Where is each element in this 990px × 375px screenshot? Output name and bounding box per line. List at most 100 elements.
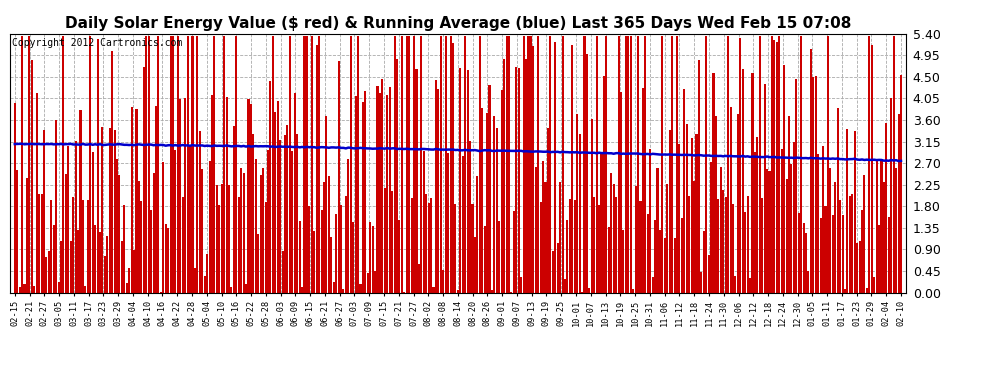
- Bar: [518, 68, 520, 292]
- Bar: [335, 214, 338, 292]
- Bar: [486, 113, 488, 292]
- Bar: [167, 228, 169, 292]
- Bar: [551, 251, 553, 292]
- Bar: [146, 36, 148, 292]
- Bar: [853, 131, 855, 292]
- Bar: [586, 54, 588, 292]
- Bar: [445, 36, 446, 292]
- Bar: [121, 241, 123, 292]
- Bar: [659, 231, 661, 292]
- Bar: [313, 231, 315, 292]
- Bar: [649, 150, 651, 292]
- Bar: [289, 36, 291, 292]
- Bar: [243, 173, 245, 292]
- Bar: [155, 106, 157, 292]
- Bar: [705, 36, 707, 292]
- Bar: [635, 186, 637, 292]
- Bar: [62, 36, 64, 292]
- Bar: [686, 124, 688, 292]
- Bar: [352, 222, 354, 292]
- Bar: [776, 42, 778, 292]
- Bar: [148, 36, 149, 292]
- Bar: [96, 39, 99, 292]
- Bar: [820, 218, 822, 292]
- Bar: [276, 101, 279, 292]
- Bar: [693, 181, 695, 292]
- Bar: [848, 196, 850, 292]
- Bar: [851, 194, 853, 292]
- Bar: [798, 213, 800, 292]
- Bar: [131, 107, 133, 292]
- Bar: [19, 287, 21, 292]
- Bar: [842, 215, 843, 292]
- Bar: [26, 178, 28, 292]
- Bar: [169, 36, 171, 292]
- Bar: [661, 36, 663, 292]
- Bar: [299, 221, 301, 292]
- Bar: [758, 36, 760, 292]
- Bar: [673, 238, 675, 292]
- Bar: [284, 135, 286, 292]
- Bar: [640, 201, 642, 292]
- Bar: [858, 242, 860, 292]
- Bar: [389, 87, 391, 292]
- Bar: [749, 278, 751, 292]
- Bar: [231, 286, 233, 292]
- Bar: [476, 176, 478, 292]
- Bar: [106, 236, 108, 292]
- Bar: [101, 127, 103, 292]
- Bar: [656, 168, 658, 292]
- Bar: [418, 264, 420, 292]
- Bar: [753, 152, 756, 292]
- Bar: [279, 140, 281, 292]
- Bar: [581, 291, 583, 292]
- Bar: [843, 289, 846, 292]
- Text: Copyright 2012 Cartronics.com: Copyright 2012 Cartronics.com: [12, 38, 182, 48]
- Bar: [296, 134, 298, 292]
- Bar: [67, 146, 69, 292]
- Bar: [559, 182, 561, 292]
- Bar: [861, 210, 863, 292]
- Bar: [508, 36, 510, 292]
- Bar: [179, 99, 181, 292]
- Bar: [671, 36, 673, 292]
- Bar: [416, 69, 418, 292]
- Bar: [189, 145, 191, 292]
- Bar: [725, 197, 727, 292]
- Bar: [162, 162, 164, 292]
- Bar: [46, 256, 48, 292]
- Bar: [141, 201, 143, 292]
- Bar: [69, 241, 72, 292]
- Bar: [491, 290, 493, 292]
- Bar: [610, 173, 612, 292]
- Bar: [326, 116, 328, 292]
- Bar: [209, 161, 211, 292]
- Bar: [822, 146, 824, 292]
- Bar: [469, 141, 471, 292]
- Bar: [895, 168, 897, 292]
- Bar: [435, 80, 437, 292]
- Bar: [593, 196, 595, 292]
- Bar: [601, 152, 603, 292]
- Bar: [564, 279, 566, 292]
- Bar: [31, 60, 33, 292]
- Bar: [793, 142, 795, 292]
- Bar: [735, 276, 737, 292]
- Bar: [259, 174, 261, 292]
- Bar: [723, 190, 725, 292]
- Bar: [79, 110, 81, 292]
- Bar: [391, 191, 393, 292]
- Bar: [583, 36, 585, 292]
- Bar: [443, 270, 445, 292]
- Bar: [598, 205, 600, 292]
- Bar: [164, 224, 166, 292]
- Bar: [172, 36, 174, 292]
- Bar: [52, 225, 54, 292]
- Bar: [349, 36, 351, 292]
- Bar: [328, 177, 330, 292]
- Bar: [875, 159, 878, 292]
- Bar: [345, 196, 346, 292]
- Bar: [48, 251, 50, 292]
- Bar: [474, 237, 476, 292]
- Bar: [423, 151, 425, 292]
